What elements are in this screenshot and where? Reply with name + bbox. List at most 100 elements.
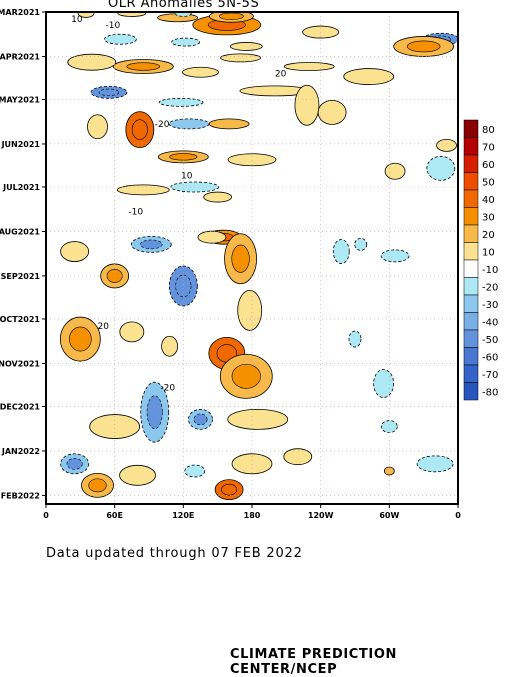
negative-anomaly-region [171, 37, 201, 47]
colorbar-label: -20 [482, 282, 498, 293]
contour-label-layer: 10 -10 20 -20 10 -10 20 -20 [71, 15, 286, 394]
positive-anomaly-region [229, 42, 263, 51]
olr-hovmoller-chart: 10 -10 20 -20 10 -10 20 -20 MAR2021 APR2021 MAY20… [0, 8, 498, 520]
positive-anomaly-region [283, 448, 313, 466]
colorbar-label: 80 [482, 125, 495, 136]
x-tick-label: 0 [455, 511, 461, 520]
positive-anomaly-region [67, 53, 117, 71]
positive-anomaly-region [203, 191, 233, 203]
positive-anomaly-region [227, 153, 277, 167]
update-note: Data updated through 07 FEB 2022 [46, 546, 303, 561]
contour-label: -10 [106, 21, 121, 31]
negative-anomaly-region [168, 118, 210, 130]
y-tick-label: MAY2021 [0, 95, 40, 104]
negative-anomaly-region [354, 237, 368, 251]
anomaly-core [131, 119, 148, 140]
contour-label: -10 [128, 207, 143, 217]
positive-anomaly-region [60, 241, 90, 262]
contour-label: 10 [71, 15, 83, 25]
anomaly-core [193, 413, 208, 426]
anomaly-core [98, 88, 120, 96]
colorbar-swatch [463, 312, 479, 331]
colorbar-swatch [463, 137, 479, 156]
negative-anomaly-region [103, 33, 137, 45]
positive-anomaly-region [89, 414, 141, 439]
x-tick-label: 0 [43, 511, 49, 520]
y-axis: MAR2021 APR2021 MAY2021 JUN2021 JUL2021 AUG20… [0, 8, 46, 500]
y-tick-label: JUL2021 [2, 183, 40, 192]
negative-anomaly-region [373, 369, 395, 398]
positive-anomaly-region [237, 289, 263, 331]
anomaly-core [146, 395, 163, 429]
anomaly-core [221, 483, 238, 496]
colorbar-swatch [463, 119, 479, 138]
positive-anomaly-region [283, 62, 335, 71]
positive-anomaly-region [117, 12, 147, 17]
x-tick-label: 60W [379, 511, 399, 520]
colorbar-swatch [463, 207, 479, 226]
colorbar-swatch [463, 364, 479, 383]
x-tick-label: 180 [244, 511, 261, 520]
y-tick-label: JUN2021 [1, 140, 41, 149]
colorbar-label: -10 [482, 265, 498, 276]
positive-anomaly-region [119, 464, 156, 486]
negative-anomaly-region [184, 464, 206, 478]
contour-label: -20 [160, 384, 175, 394]
y-tick-label: DEC2021 [0, 402, 40, 411]
anomaly-core [175, 274, 192, 298]
positive-anomaly-region [77, 12, 95, 18]
x-tick-label: 120E [172, 511, 194, 520]
colorbar-label: 40 [482, 195, 495, 206]
negative-anomaly-region [348, 330, 362, 348]
colorbar-swatch [463, 224, 479, 243]
colorbar-swatch [463, 329, 479, 348]
colorbar-swatch [463, 277, 479, 296]
y-tick-label: FEB2022 [1, 491, 40, 500]
colorbar-label: -70 [482, 370, 498, 381]
positive-anomaly-region [317, 100, 347, 125]
chart-title: OLR Anomalies 5N-5S [108, 0, 260, 11]
colorbar-swatch [463, 154, 479, 173]
positive-anomaly-region [197, 230, 227, 244]
positive-anomaly-region [161, 335, 179, 357]
positive-anomaly-region [436, 138, 457, 152]
positive-anomaly-region [116, 184, 170, 196]
colorbar-swatch [463, 259, 479, 278]
negative-anomaly-region [380, 420, 398, 433]
positive-anomaly-region [119, 321, 145, 343]
colorbar-label: -50 [482, 335, 498, 346]
positive-anomaly-region [231, 453, 273, 475]
positive-anomaly-region [384, 162, 406, 180]
contour-label: 20 [98, 322, 110, 332]
colorbar-swatch [463, 172, 479, 191]
y-tick-label: JAN2022 [1, 447, 40, 456]
positive-anomaly-region [208, 118, 250, 130]
negative-anomaly-region [332, 239, 350, 264]
x-tick-label: 60E [106, 511, 123, 520]
colorbar: 80 70 60 50 40 30 20 10 -10 -20 -30 -40 -50 -60 -70 -80 [463, 119, 498, 401]
anomaly-core [231, 363, 261, 389]
y-tick-label: MAR2021 [0, 8, 40, 17]
positive-anomaly-region [227, 408, 289, 430]
anomaly-core [218, 12, 244, 20]
negative-anomaly-region [158, 97, 204, 107]
positive-anomaly-region [182, 66, 219, 78]
colorbar-label: 60 [482, 160, 495, 171]
colorbar-label: 20 [482, 230, 495, 241]
anomaly-core [66, 458, 83, 470]
negative-anomaly-region [174, 12, 192, 17]
positive-anomaly-region [343, 68, 395, 85]
anomaly-core [88, 478, 107, 493]
y-tick-label: NOV2021 [0, 359, 40, 368]
contour-label: 10 [181, 171, 193, 181]
negative-anomaly-region [380, 249, 410, 263]
colorbar-label: 10 [482, 247, 495, 258]
negative-anomaly-region [426, 155, 456, 181]
positive-anomaly-region [294, 84, 320, 126]
y-tick-label: OCT2021 [0, 315, 40, 324]
colorbar-label: -60 [482, 352, 498, 363]
colorbar-swatch [463, 347, 479, 366]
colorbar-label: 70 [482, 142, 495, 153]
colorbar-label: -30 [482, 300, 498, 311]
anomaly-core [69, 326, 92, 352]
